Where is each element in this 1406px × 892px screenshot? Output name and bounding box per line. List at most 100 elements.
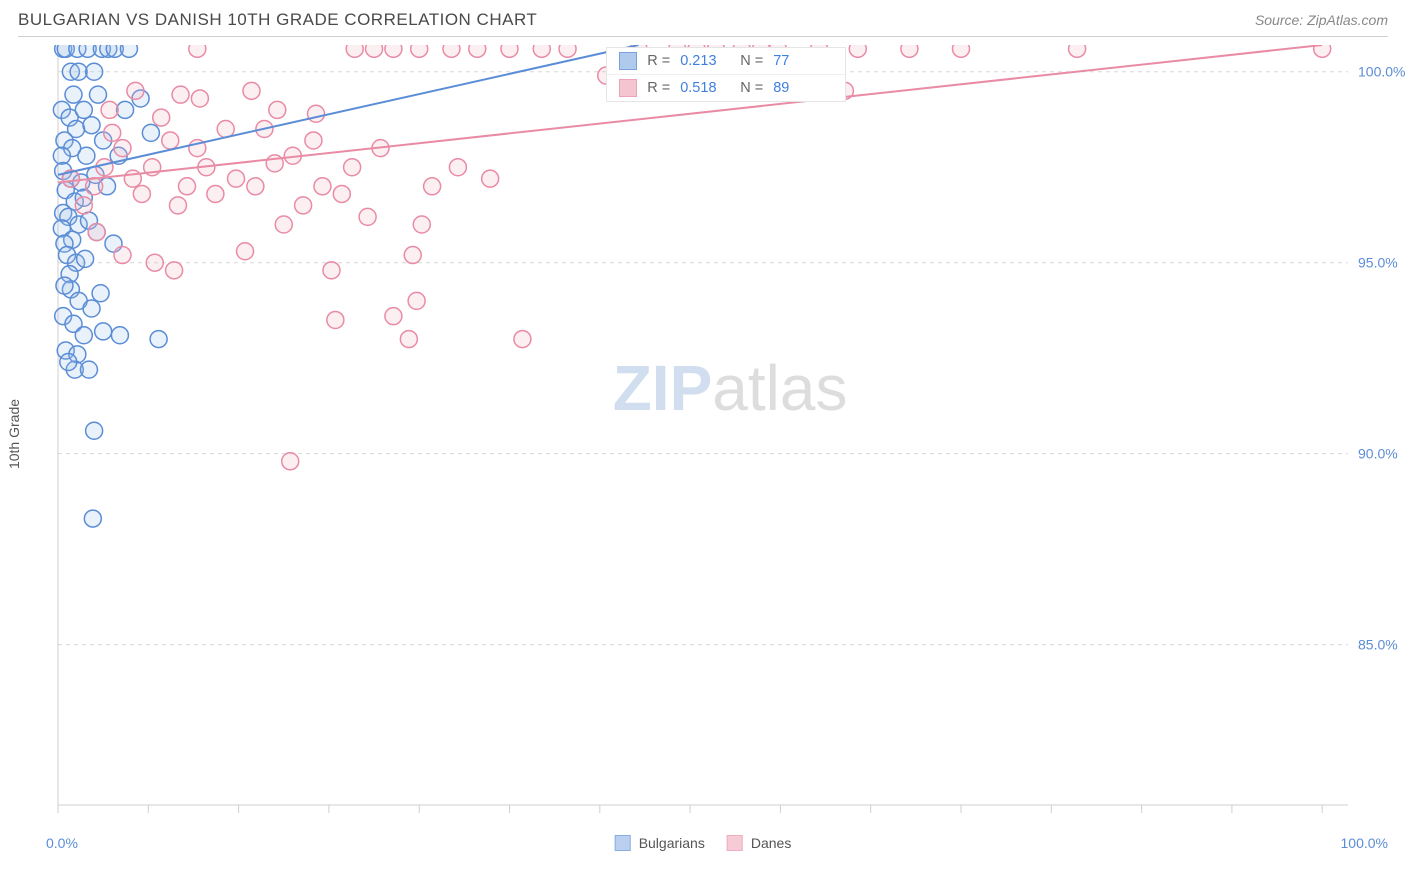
data-point [327,311,344,328]
data-point [83,300,100,317]
data-point [117,101,134,118]
data-point [120,45,137,57]
data-point [501,45,518,57]
x-axis-min-label: 0.0% [46,835,78,851]
data-point [849,45,866,57]
data-point [366,45,383,57]
data-point [166,262,183,279]
data-point [344,159,361,176]
data-point [295,197,312,214]
stats-n-label: N = [740,53,763,69]
legend-swatch [727,835,743,851]
x-axis-max-label: 100.0% [1341,835,1388,851]
stats-n-label: N = [740,80,763,96]
data-point [86,178,103,195]
data-point [114,247,131,264]
stats-swatch [619,79,637,97]
data-point [228,170,245,187]
stats-r-label: R = [647,80,670,96]
chart-footer: 0.0% Bulgarians Danes 100.0% [18,829,1388,857]
data-point [424,178,441,195]
data-point [1314,45,1331,57]
data-point [346,45,363,57]
data-point [413,216,430,233]
data-point [400,331,417,348]
title-divider [18,36,1388,37]
data-point [150,331,167,348]
data-point [247,178,264,195]
legend-label: Danes [751,835,791,851]
data-point [953,45,970,57]
data-point [323,262,340,279]
source-label: Source: ZipAtlas.com [1255,12,1388,28]
data-point [305,132,322,149]
data-point [408,292,425,309]
legend-item: Danes [727,835,791,851]
chart-title: BULGARIAN VS DANISH 10TH GRADE CORRELATI… [18,10,537,30]
legend-label: Bulgarians [639,835,705,851]
y-axis-label: 10th Grade [6,399,22,469]
data-point [333,185,350,202]
data-point [89,86,106,103]
data-point [385,45,402,57]
data-point [169,197,186,214]
data-point [101,101,118,118]
y-tick-label: 85.0% [1358,637,1398,653]
data-point [172,86,189,103]
data-point [482,170,499,187]
stats-row: R =0.213N =77 [607,48,845,74]
data-point [77,250,94,267]
data-point [111,327,128,344]
data-point [53,147,70,164]
y-tick-label: 90.0% [1358,446,1398,462]
watermark: ZIPatlas [613,352,848,424]
data-point [83,117,100,134]
data-point [60,353,77,370]
data-point [282,453,299,470]
data-point [359,208,376,225]
data-point [191,90,208,107]
data-point [385,308,402,325]
data-point [104,124,121,141]
data-point [75,101,92,118]
legend-swatch [615,835,631,851]
stats-r-label: R = [647,53,670,69]
data-point [96,159,113,176]
data-point [114,140,131,157]
data-point [901,45,918,57]
scatter-chart: 85.0%90.0%95.0%100.0%R =0.213N =77R =0.5… [18,45,1406,823]
chart-container: 10th Grade 85.0%90.0%95.0%100.0%R =0.213… [18,45,1388,823]
stats-n-value: 89 [773,80,823,96]
data-point [146,254,163,271]
data-point [92,285,109,302]
data-point [449,159,466,176]
data-point [56,277,73,294]
data-point [243,82,260,99]
data-point [162,132,179,149]
y-tick-label: 100.0% [1358,64,1405,80]
y-tick-label: 95.0% [1358,255,1398,271]
data-point [533,45,550,57]
trend-line [58,45,639,175]
data-point [404,247,421,264]
data-point [411,45,428,57]
data-point [189,45,206,57]
data-point [179,178,196,195]
stats-box: R =0.213N =77R =0.518N =89 [606,47,846,111]
data-point [78,147,95,164]
data-point [95,323,112,340]
data-point [88,224,105,241]
stats-swatch [619,52,637,70]
data-point [75,197,92,214]
data-point [86,63,103,80]
data-point [80,361,97,378]
legend-item: Bulgarians [615,835,705,851]
data-point [469,45,486,57]
data-point [514,331,531,348]
data-point [308,105,325,122]
stats-r-value: 0.518 [680,80,730,96]
stats-n-value: 77 [773,53,823,69]
data-point [269,101,286,118]
data-point [75,327,92,344]
data-point [217,121,234,138]
